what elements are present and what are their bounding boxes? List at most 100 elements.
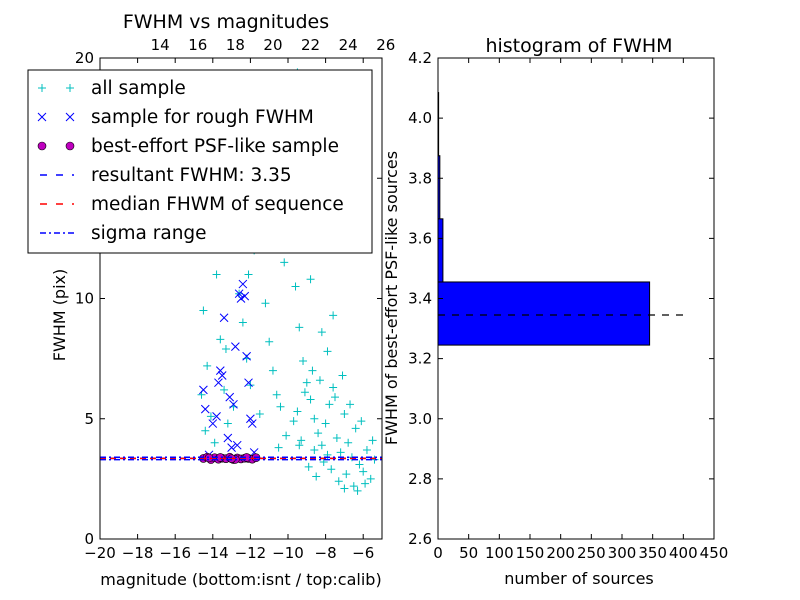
legend-entry: median FHWM of sequence bbox=[40, 194, 344, 215]
scatter-point bbox=[299, 357, 308, 366]
histogram-bar bbox=[438, 281, 651, 346]
top-tick-label: 14 bbox=[151, 36, 170, 54]
scatter-point bbox=[346, 400, 355, 409]
scatter-point bbox=[306, 275, 315, 284]
scatter-point bbox=[236, 294, 246, 303]
legend-marker bbox=[65, 141, 75, 151]
y-tick-label: 3.8 bbox=[408, 169, 432, 187]
top-tick-label: 22 bbox=[301, 36, 320, 54]
x-tick-label: 200 bbox=[546, 544, 575, 562]
scatter-point bbox=[247, 419, 257, 428]
scatter-point bbox=[340, 484, 349, 493]
legend-marker bbox=[66, 84, 74, 92]
x-tick-label: −10 bbox=[272, 544, 304, 562]
top-tick-label: 26 bbox=[376, 36, 395, 54]
y-tick-label: 20 bbox=[75, 49, 94, 67]
scatter-point bbox=[308, 366, 317, 375]
scatter-point bbox=[223, 419, 232, 428]
scatter-point bbox=[274, 443, 283, 452]
legend-marker bbox=[37, 141, 47, 151]
x-tick-label: −12 bbox=[235, 544, 267, 562]
histogram-x-label: number of sources bbox=[504, 569, 654, 588]
scatter-point bbox=[272, 390, 281, 399]
scatter-point bbox=[225, 392, 235, 402]
scatter-point bbox=[200, 404, 210, 414]
scatter-point bbox=[242, 351, 251, 361]
y-tick-label: 10 bbox=[75, 290, 94, 308]
legend-entry: resultant FWHM: 3.35 bbox=[40, 165, 292, 186]
legend-label: resultant FWHM: 3.35 bbox=[91, 165, 292, 186]
scatter-point bbox=[302, 378, 311, 387]
scatter-point bbox=[334, 477, 343, 486]
histogram-panel: 0 50 100 150 200 250 300 350 400 450 2.6 2.8 3.0 3.2… bbox=[382, 35, 728, 588]
legend-entry: best-effort PSF-like sample bbox=[37, 136, 339, 157]
scatter-point bbox=[295, 441, 304, 450]
scatter-point bbox=[349, 482, 358, 491]
scatter-point bbox=[261, 299, 270, 308]
scatter-point bbox=[323, 347, 332, 356]
scatter-point bbox=[220, 385, 229, 394]
y-tick-label: 3.6 bbox=[408, 229, 432, 247]
scatter-point bbox=[208, 419, 218, 428]
legend-marker bbox=[38, 84, 46, 92]
scatter-point bbox=[201, 426, 210, 435]
scatter-point bbox=[300, 388, 309, 397]
scatter-point bbox=[229, 399, 238, 409]
legend-label: median FHWM of sequence bbox=[91, 194, 344, 215]
legend-label: sigma range bbox=[91, 223, 207, 244]
scatter-panel: −20−18−16−14−12−10−8−6 05101520 14161820… bbox=[27, 11, 395, 589]
scatter-point bbox=[304, 462, 313, 471]
y-tick-label: 3.4 bbox=[408, 290, 432, 308]
scatter-point bbox=[314, 429, 323, 438]
scatter-point bbox=[306, 395, 315, 404]
scatter-point bbox=[234, 289, 244, 299]
top-tick-label: 24 bbox=[339, 36, 358, 54]
y-tick-label: 3.2 bbox=[408, 350, 432, 368]
scatter-point bbox=[317, 441, 326, 450]
scatter-point bbox=[238, 318, 247, 327]
scatter-x-label: magnitude (bottom:isnt / top:calib) bbox=[100, 570, 381, 589]
x-tick-label: −8 bbox=[315, 544, 337, 562]
scatter-point bbox=[319, 458, 328, 467]
histogram-x-ticks: 0 50 100 150 200 250 300 350 400 450 bbox=[433, 58, 728, 562]
legend-marker bbox=[37, 112, 47, 122]
scatter-point bbox=[280, 258, 289, 267]
scatter-point bbox=[359, 467, 368, 476]
y-tick-label: 4.0 bbox=[408, 109, 432, 127]
scatter-point bbox=[199, 306, 208, 315]
histogram-y-ticks: 2.6 2.8 3.0 3.2 3.4 3.6 3.8 4.0 4.2 bbox=[408, 49, 714, 548]
y-tick-label: 5 bbox=[84, 410, 94, 428]
scatter-point bbox=[219, 313, 229, 323]
legend-entry: all sample bbox=[38, 78, 186, 99]
y-tick-label: 2.8 bbox=[408, 470, 432, 488]
scatter-point bbox=[342, 470, 351, 479]
scatter-point bbox=[199, 385, 208, 395]
histogram-title: histogram of FWHM bbox=[485, 35, 672, 57]
x-tick-label: −6 bbox=[352, 544, 374, 562]
x-tick-label: 300 bbox=[608, 544, 637, 562]
scatter-point bbox=[203, 361, 212, 370]
scatter-point bbox=[282, 431, 291, 440]
scatter-point bbox=[216, 335, 225, 344]
scatter-point bbox=[321, 419, 330, 428]
scatter-point bbox=[353, 486, 362, 495]
scatter-x-ticks: −20 −18 −16 −14 −12 −10 −8 −6 bbox=[84, 58, 374, 562]
scatter-point bbox=[238, 279, 248, 289]
scatter-point bbox=[244, 270, 253, 279]
scatter-point bbox=[210, 438, 219, 447]
scatter-point bbox=[265, 337, 274, 346]
legend-entry: sigma range bbox=[40, 223, 207, 244]
scatter-point bbox=[215, 366, 225, 376]
top-tick-label: 20 bbox=[263, 36, 282, 54]
y-tick-label: 2.6 bbox=[408, 530, 432, 548]
scatter-point bbox=[327, 465, 336, 474]
x-tick-label: 100 bbox=[485, 544, 514, 562]
legend-label: all sample bbox=[91, 78, 186, 99]
scatter-point bbox=[357, 417, 366, 426]
histogram-bar bbox=[438, 218, 444, 283]
scatter-point bbox=[361, 479, 370, 488]
scatter-point bbox=[297, 436, 306, 445]
x-tick-label: 400 bbox=[669, 544, 698, 562]
x-tick-label: 450 bbox=[700, 544, 729, 562]
y-tick-label: 4.2 bbox=[408, 49, 432, 67]
